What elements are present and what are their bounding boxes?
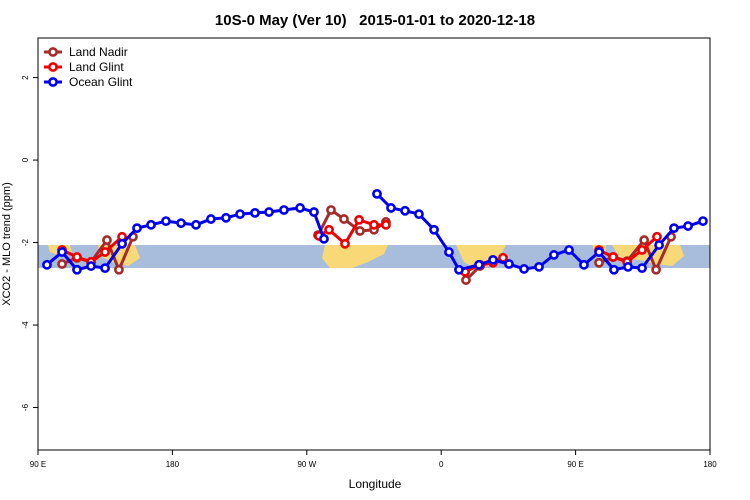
data-point [114, 264, 124, 275]
data-point [324, 224, 334, 235]
data-point [355, 226, 365, 236]
data-point [102, 235, 112, 245]
x-tick-label: 180 [703, 460, 717, 469]
data-point [519, 264, 529, 274]
data-point [146, 219, 156, 230]
data-point [594, 247, 604, 257]
data-point [651, 264, 661, 275]
land-patch [456, 245, 506, 268]
y-tick-label: -2 [21, 238, 30, 246]
data-point [57, 259, 67, 269]
data-point [340, 238, 350, 249]
data-point [474, 259, 484, 270]
data-point [176, 218, 186, 229]
data-point [461, 275, 471, 285]
data-point [250, 207, 260, 218]
legend-label: Ocean Glint [69, 75, 133, 89]
data-point [279, 205, 289, 215]
plot-frame [37, 37, 711, 451]
data-point [454, 264, 464, 275]
data-point [414, 209, 424, 220]
x-tick-label: 90 E [30, 460, 46, 469]
data-point [339, 214, 349, 224]
data-point [86, 261, 96, 271]
data-point [549, 250, 559, 260]
data-point [57, 247, 67, 257]
data-point [354, 214, 364, 225]
chart-title: 10S-0 May (Ver 10) 2015-01-01 to 2020-12… [215, 12, 535, 29]
data-point [683, 221, 693, 231]
data-point [609, 264, 619, 275]
data-point [117, 238, 127, 249]
data-point [100, 247, 110, 257]
data-point [42, 259, 52, 270]
data-point [386, 203, 396, 213]
x-tick-label: 90 W [297, 460, 316, 469]
y-tick-label: -6 [21, 403, 30, 411]
data-point [444, 247, 454, 257]
data-point [534, 261, 544, 272]
data-point [319, 233, 329, 244]
data-point [698, 216, 708, 227]
series-line [61, 208, 673, 282]
land-patch [322, 245, 388, 268]
data-point [637, 245, 647, 255]
y-tick-label: 2 [21, 75, 30, 80]
data-point [326, 205, 336, 215]
y-tick-label: 0 [21, 157, 30, 162]
data-point [579, 259, 589, 270]
data-point [652, 231, 662, 242]
x-axis-label: Longitude [349, 477, 402, 491]
data-point [637, 263, 647, 274]
y-axis-label: XCO2 - MLO trend (ppm) [1, 182, 13, 305]
data-point [221, 212, 231, 223]
data-point [400, 205, 410, 216]
data-point [72, 264, 82, 275]
legend-marker [48, 77, 58, 87]
data-point [381, 219, 391, 230]
legend-label: Land Nadir [69, 45, 128, 59]
data-point [488, 254, 498, 265]
series [42, 188, 708, 275]
data-point [132, 223, 142, 234]
data-point [295, 203, 305, 213]
data-point [504, 259, 514, 269]
x-tick-label: 90 E [567, 460, 583, 469]
data-point [429, 224, 439, 235]
data-point [369, 219, 379, 230]
x-tick-label: 180 [166, 460, 180, 469]
data-point [639, 235, 650, 245]
data-point [669, 223, 679, 234]
data-point [608, 252, 618, 262]
data-point [594, 257, 604, 268]
data-point [654, 240, 664, 250]
data-point [564, 245, 574, 255]
data-point [191, 219, 201, 230]
legend-label: Land Glint [69, 60, 124, 74]
data-point [161, 216, 171, 227]
y-tick-label: -4 [21, 321, 30, 329]
data-point [623, 261, 633, 272]
data-point [72, 252, 82, 262]
data-point [100, 263, 110, 274]
legend-marker [48, 47, 58, 57]
data-point [372, 188, 382, 199]
x-tick-label: 0 [439, 460, 444, 469]
data-point [235, 209, 245, 220]
legend-marker [48, 62, 58, 72]
data-point [309, 207, 319, 217]
data-point [206, 214, 216, 224]
data-point [264, 207, 274, 217]
